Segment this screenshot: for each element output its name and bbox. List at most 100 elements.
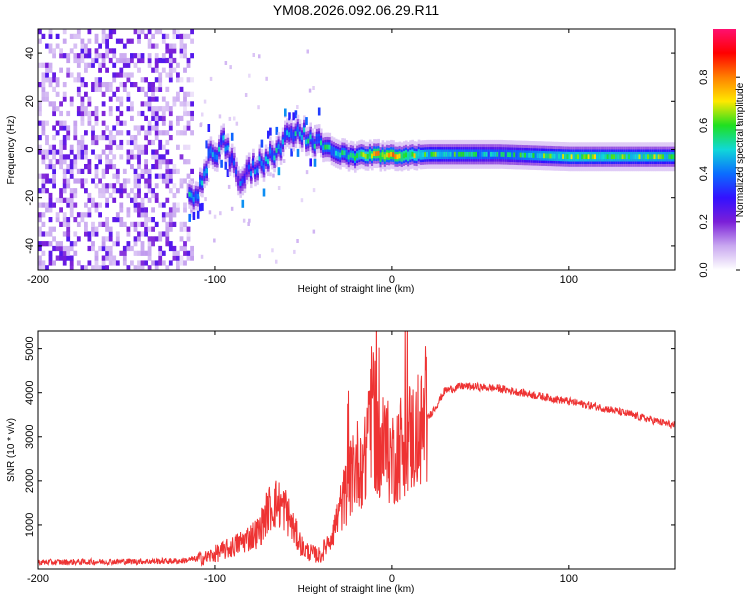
heatmap-cell	[168, 168, 173, 174]
heatmap-cell	[213, 238, 216, 243]
heatmap-cell	[91, 221, 95, 227]
heatmap-cell	[230, 132, 234, 141]
heatmap-cell	[140, 202, 145, 208]
heatmap-cell	[140, 241, 145, 247]
heatmap-cell	[540, 153, 544, 159]
heatmap-cell	[661, 154, 665, 160]
heatmap-cell	[165, 106, 170, 112]
heatmap-cell	[91, 178, 95, 184]
heatmap-cell	[94, 164, 99, 170]
heatmap-cell	[59, 245, 63, 252]
x-tick-label: 0	[389, 274, 395, 286]
heatmap-cell	[154, 77, 159, 83]
heatmap-cell	[140, 125, 145, 131]
heatmap-cell	[73, 120, 78, 126]
heatmap-cell	[161, 250, 166, 256]
heatmap-cell	[91, 241, 95, 247]
heatmap-cell	[228, 159, 232, 164]
heatmap-cell	[564, 154, 567, 159]
heatmap-cell	[165, 183, 170, 189]
heatmap-cell	[105, 82, 109, 88]
heatmap-cell	[313, 143, 317, 149]
heatmap-cell	[636, 154, 639, 160]
heatmap-cell	[38, 110, 42, 117]
heatmap-cell	[147, 139, 152, 146]
heatmap-cell	[112, 173, 117, 179]
heatmap-cell	[66, 226, 71, 232]
heatmap-cell	[165, 33, 170, 39]
heatmap-cell	[670, 154, 673, 160]
heatmap-cell	[59, 125, 63, 131]
heatmap-cell	[101, 192, 106, 199]
colorbar-tick-label: 0.8	[698, 70, 710, 85]
heatmap-cell	[447, 151, 450, 157]
heatmap-cell	[147, 96, 152, 102]
heatmap-cell	[154, 197, 159, 203]
heatmap-cell	[69, 207, 74, 213]
heatmap-cell	[621, 154, 625, 160]
heatmap-cell	[158, 29, 163, 35]
heatmap-cell	[112, 260, 117, 266]
heatmap-cell	[59, 144, 63, 150]
heatmap-cell	[176, 96, 180, 102]
heatmap-cell	[176, 72, 180, 78]
heatmap-cell	[98, 192, 102, 199]
snr-panel: -200 -100 0 100 1000 2000 3000 4000 5000 Height…	[6, 330, 676, 595]
heatmap-cell	[183, 221, 187, 227]
heatmap-cell	[598, 154, 601, 160]
heatmap-cell	[267, 159, 270, 164]
heatmap-cell	[538, 153, 542, 159]
heatmap-cell	[183, 96, 187, 102]
heatmap-cell	[154, 265, 159, 270]
heatmap-cell	[199, 179, 202, 185]
heatmap-cell	[105, 86, 109, 92]
heatmap-cell	[38, 38, 42, 44]
heatmap-cell	[168, 159, 173, 165]
heatmap-cell	[133, 144, 138, 150]
heatmap-cell	[62, 250, 67, 256]
heatmap-cell	[242, 218, 246, 223]
heatmap-cell	[62, 197, 67, 203]
heatmap-cell	[147, 241, 152, 247]
heatmap-cell	[500, 152, 504, 157]
heatmap-cell	[265, 76, 268, 81]
colorbar-tick-label: 0.0	[698, 262, 710, 277]
heatmap-cell	[38, 120, 42, 126]
heatmap-cell	[69, 144, 74, 150]
heatmap-cell	[154, 96, 159, 102]
heatmap-cell	[45, 149, 49, 155]
heatmap-cell	[98, 212, 102, 218]
heatmap-cell	[94, 231, 99, 237]
heatmap-cell	[105, 226, 109, 232]
heatmap-cell	[126, 96, 131, 102]
heatmap-cell	[52, 183, 56, 189]
heatmap-cell	[52, 202, 56, 208]
spectrogram-y-label: Frequency (Hz)	[6, 116, 17, 185]
heatmap-cell	[179, 86, 184, 92]
spectrogram-x-label: Height of straight line (km)	[298, 284, 415, 295]
heatmap-cell	[41, 91, 46, 97]
heatmap-cell	[292, 112, 295, 121]
heatmap-cell	[133, 265, 138, 270]
heatmap-cell	[137, 38, 141, 44]
heatmap-cell	[362, 152, 366, 158]
heatmap-cell	[41, 250, 46, 256]
heatmap-cell	[126, 241, 131, 247]
x-tick-label: 0	[389, 573, 395, 585]
heatmap-cell	[87, 260, 92, 266]
heatmap-cell	[176, 91, 180, 97]
heatmap-cell	[168, 67, 173, 73]
heatmap-cell	[59, 207, 63, 213]
heatmap-cell	[305, 117, 308, 126]
heatmap-cell	[76, 33, 81, 39]
heatmap-cell	[73, 135, 78, 141]
heatmap-cell	[91, 149, 95, 155]
heatmap-cell	[119, 154, 124, 160]
heatmap-cell	[45, 231, 49, 237]
heatmap-cell	[158, 173, 163, 179]
heatmap-cell	[168, 125, 173, 131]
heatmap-cell	[151, 106, 155, 112]
heatmap-cell	[73, 159, 78, 165]
heatmap-cell	[119, 101, 124, 107]
heatmap-cell	[119, 110, 124, 117]
